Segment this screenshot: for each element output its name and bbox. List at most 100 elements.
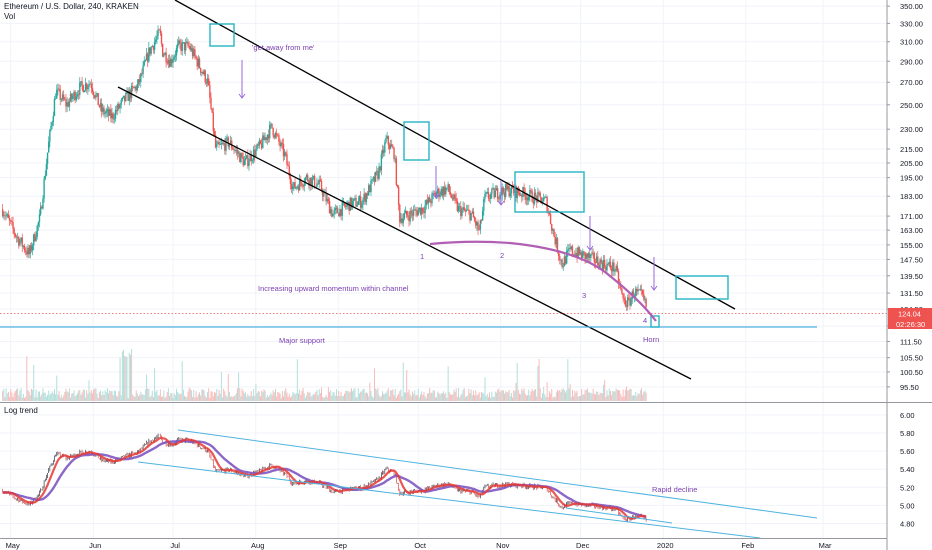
y-tick-label: 155.00 bbox=[900, 241, 923, 250]
candle-body bbox=[472, 211, 475, 218]
volume-bar bbox=[78, 390, 80, 401]
candle-body bbox=[576, 253, 578, 258]
candle-body bbox=[62, 94, 65, 100]
candle-body bbox=[134, 86, 136, 89]
candle-body bbox=[376, 171, 378, 172]
candle-body bbox=[85, 83, 88, 90]
candle-body bbox=[194, 49, 196, 56]
volume-bar bbox=[379, 397, 381, 401]
candle-body bbox=[15, 236, 18, 238]
volume-bar bbox=[402, 362, 404, 401]
candle-body bbox=[503, 192, 506, 197]
volume-bar bbox=[301, 390, 303, 401]
candle-body bbox=[524, 192, 526, 200]
candle-body bbox=[176, 43, 179, 48]
y-tick-label: 350.00 bbox=[900, 2, 923, 11]
candle-body bbox=[274, 132, 277, 138]
arrow-head bbox=[497, 200, 505, 206]
candle-body bbox=[386, 136, 388, 139]
volume-bar bbox=[588, 392, 590, 401]
volume-bar bbox=[58, 391, 60, 401]
volume-bar bbox=[126, 356, 128, 401]
volume-bar bbox=[163, 390, 165, 401]
volume-bar bbox=[504, 393, 506, 401]
volume-bar bbox=[565, 392, 567, 401]
volume-bar bbox=[619, 390, 621, 401]
volume-bar bbox=[103, 394, 105, 401]
candle-body bbox=[498, 198, 500, 200]
y-tick-label: 105.50 bbox=[900, 354, 923, 363]
volume-bar bbox=[509, 396, 511, 401]
volume-bar bbox=[643, 391, 645, 401]
volume-bar bbox=[24, 397, 26, 401]
candle-body bbox=[563, 256, 566, 267]
candle-body bbox=[296, 186, 299, 188]
candle-body bbox=[97, 93, 99, 106]
y-tick-label: 310.00 bbox=[900, 38, 923, 47]
volume-bar bbox=[93, 389, 95, 401]
candle-body bbox=[64, 99, 66, 101]
candle-body bbox=[51, 122, 53, 126]
candle-body bbox=[401, 218, 403, 224]
candle-body bbox=[610, 268, 613, 272]
volume-bar bbox=[187, 391, 189, 401]
volume-bar bbox=[527, 395, 529, 401]
volume-bar bbox=[263, 389, 265, 401]
volume-bar bbox=[292, 392, 294, 401]
volume-bar bbox=[489, 392, 491, 401]
y-tick-label: 139.50 bbox=[900, 272, 923, 281]
candle-body bbox=[621, 288, 623, 294]
volume-bar bbox=[515, 382, 517, 401]
candle-body bbox=[328, 200, 331, 214]
volume-bar bbox=[167, 388, 169, 401]
volume-bar bbox=[529, 395, 531, 401]
volume-bar bbox=[291, 396, 293, 401]
candle-body bbox=[304, 177, 307, 184]
candle-body bbox=[639, 289, 642, 291]
volume-bar bbox=[128, 352, 130, 401]
volume-bar bbox=[38, 391, 40, 401]
volume-bar bbox=[116, 395, 118, 401]
candle-body bbox=[59, 89, 61, 100]
volume-bar bbox=[200, 395, 202, 401]
volume-bar bbox=[159, 389, 161, 401]
candle-body bbox=[38, 214, 41, 223]
candle-body bbox=[411, 213, 414, 216]
candle-body bbox=[289, 175, 292, 185]
candle-body bbox=[545, 196, 547, 198]
candle-body bbox=[184, 42, 187, 51]
candle-body bbox=[392, 146, 394, 148]
candle-body bbox=[115, 110, 118, 112]
y-tick-label: 230.00 bbox=[900, 125, 923, 134]
candle-body bbox=[340, 208, 342, 216]
volume-bar bbox=[495, 392, 497, 401]
candle-body bbox=[501, 187, 503, 196]
volume-bar bbox=[245, 392, 247, 401]
candle-body bbox=[364, 193, 366, 202]
candle-body bbox=[118, 103, 120, 109]
volume-bar bbox=[281, 391, 283, 401]
volume-bar bbox=[364, 393, 366, 401]
volume-bar bbox=[484, 377, 486, 401]
y-tick-label: 195.00 bbox=[900, 174, 923, 183]
candle-body bbox=[606, 263, 608, 271]
volume-bar bbox=[606, 390, 608, 401]
volume-bar bbox=[72, 392, 74, 401]
candle-body bbox=[405, 210, 408, 216]
candle-body bbox=[368, 185, 370, 196]
volume-bar bbox=[325, 395, 327, 401]
candle-body bbox=[212, 112, 215, 132]
candle-body bbox=[222, 143, 225, 145]
candle-body bbox=[28, 247, 30, 255]
volume-bars bbox=[2, 349, 647, 401]
volume-bar bbox=[294, 394, 296, 401]
candle-body bbox=[454, 194, 456, 199]
candle-body bbox=[292, 186, 294, 190]
candle-body bbox=[595, 256, 598, 263]
arrow-head bbox=[586, 245, 594, 251]
candle-body bbox=[382, 149, 385, 153]
volume-bar bbox=[501, 390, 503, 401]
volume-bar bbox=[52, 393, 54, 401]
volume-bar bbox=[634, 395, 636, 401]
